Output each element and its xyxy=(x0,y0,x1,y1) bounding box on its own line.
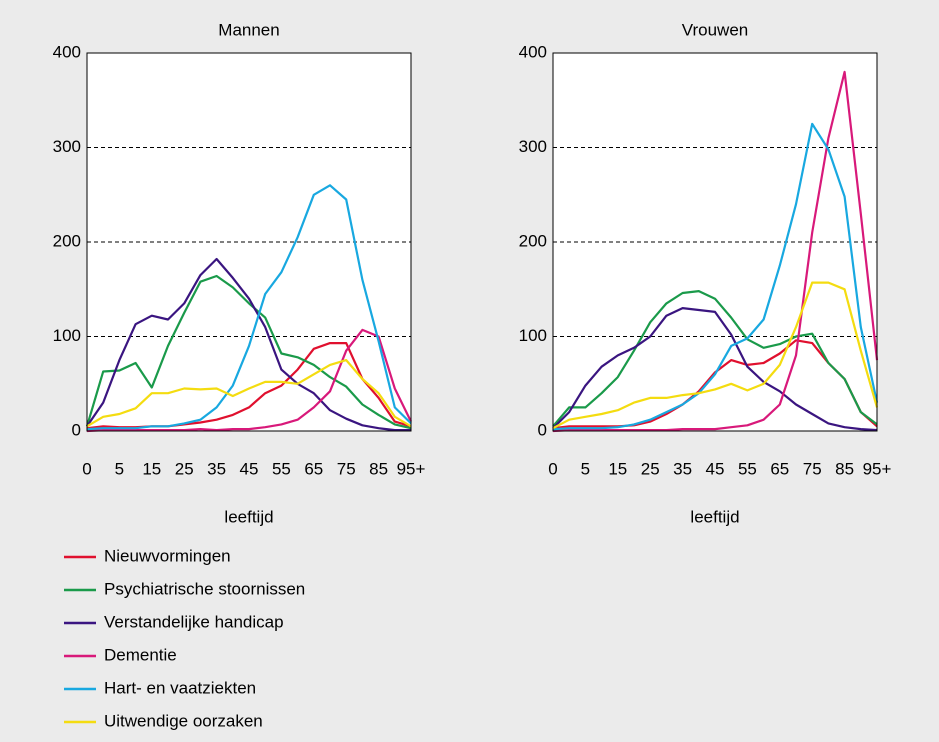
x-tick-label: 55 xyxy=(272,459,291,478)
x-tick-label: 25 xyxy=(175,459,194,478)
y-tick-label: 400 xyxy=(53,42,81,61)
x-tick-label: 75 xyxy=(803,459,822,478)
x-tick-label: 95+ xyxy=(863,459,892,478)
legend-label: Verstandelijke handicap xyxy=(104,612,284,631)
y-tick-label: 200 xyxy=(53,231,81,250)
series-line xyxy=(86,184,412,431)
series-line xyxy=(86,328,412,433)
y-tick-label: 400 xyxy=(519,42,547,61)
x-axis-label: leeftijd xyxy=(690,507,739,526)
x-tick-label: 45 xyxy=(240,459,259,478)
x-tick-label: 5 xyxy=(115,459,124,478)
x-tick-label: 25 xyxy=(641,459,660,478)
x-tick-label: 5 xyxy=(581,459,590,478)
series-line xyxy=(552,307,878,432)
x-tick-label: 35 xyxy=(673,459,692,478)
x-tick-label: 15 xyxy=(608,459,627,478)
legend-label: Nieuwvormingen xyxy=(104,546,231,565)
x-tick-label: 75 xyxy=(337,459,356,478)
y-tick-label: 300 xyxy=(519,137,547,156)
y-tick-label: 100 xyxy=(53,326,81,345)
series-line xyxy=(86,257,411,432)
x-tick-label: 15 xyxy=(142,459,161,478)
y-tick-label: 100 xyxy=(519,326,547,345)
x-tick-label: 85 xyxy=(835,459,854,478)
x-tick-label: 95+ xyxy=(397,459,426,478)
x-tick-label: 0 xyxy=(82,459,91,478)
y-tick-label: 300 xyxy=(53,137,81,156)
series-line xyxy=(85,274,412,430)
plot-frame xyxy=(552,52,878,432)
chart-title: Mannen xyxy=(218,20,279,39)
x-tick-label: 0 xyxy=(548,459,557,478)
x-tick-label: 85 xyxy=(369,459,388,478)
y-tick-label: 0 xyxy=(72,420,81,439)
x-tick-label: 65 xyxy=(304,459,323,478)
series-line xyxy=(552,281,879,430)
y-tick-label: 0 xyxy=(538,420,547,439)
series-line xyxy=(86,359,412,428)
y-tick-label: 200 xyxy=(519,231,547,250)
chart-title: Vrouwen xyxy=(682,20,748,39)
legend-label: Dementie xyxy=(104,645,177,664)
x-axis-label: leeftijd xyxy=(224,507,273,526)
series-line xyxy=(552,290,878,428)
legend-label: Psychiatrische stoornissen xyxy=(104,579,305,598)
x-tick-label: 55 xyxy=(738,459,757,478)
legend-label: Hart- en vaatziekten xyxy=(104,678,256,697)
legend-label: Uitwendige oorzaken xyxy=(104,711,263,730)
plot-frame xyxy=(86,52,412,432)
series-line xyxy=(552,122,879,431)
x-tick-label: 45 xyxy=(706,459,725,478)
x-tick-label: 65 xyxy=(770,459,789,478)
x-tick-label: 35 xyxy=(207,459,226,478)
series-line xyxy=(552,70,879,433)
